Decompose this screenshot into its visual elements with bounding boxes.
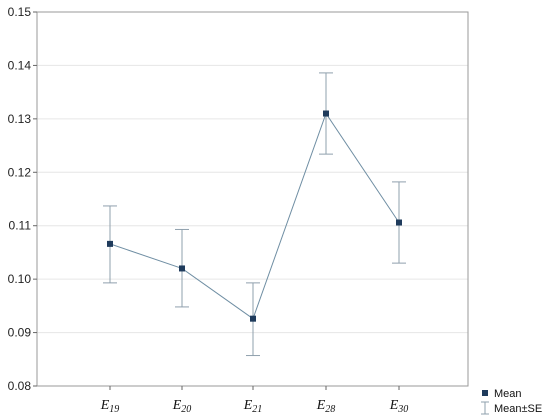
x-tick-label: E20 <box>172 398 192 415</box>
x-tick-label-subscript: 21 <box>252 404 262 415</box>
y-tick-label: 0.11 <box>9 219 32 233</box>
mean-point <box>250 315 256 322</box>
x-tick-label-base: E <box>100 398 110 413</box>
x-tick-label: E30 <box>389 398 409 415</box>
x-tick-label-subscript: 20 <box>181 404 191 415</box>
legend-se-label: Mean±SE <box>494 403 542 415</box>
y-axis: 0.08 0.09 0.10 0.11 0.12 0.13 0.14 0.15 <box>8 5 37 393</box>
y-tick-label: 0.10 <box>8 272 32 286</box>
x-tick-label-subscript: 19 <box>109 404 119 415</box>
gridlines <box>37 11 468 387</box>
x-tick-label: E19 <box>100 398 120 415</box>
mean-line <box>109 112 400 320</box>
x-tick-label-subscript: 28 <box>325 404 335 415</box>
x-tick-label-base: E <box>316 398 326 413</box>
y-tick-label: 0.08 <box>8 379 32 393</box>
y-tick-label: 0.12 <box>8 165 32 179</box>
legend-mean-label: Mean <box>494 388 522 400</box>
y-tick-label: 0.14 <box>8 58 32 72</box>
mean-point <box>323 110 329 117</box>
mean-point <box>396 219 402 226</box>
legend-mean-marker <box>482 390 488 396</box>
legend: Mean Mean±SE <box>481 388 542 415</box>
x-tick-label-base: E <box>243 398 253 413</box>
y-tick-label: 0.09 <box>8 326 32 340</box>
x-tick-label-base: E <box>172 398 182 413</box>
y-tick-label: 0.15 <box>8 5 32 19</box>
y-tick-label: 0.13 <box>8 112 32 126</box>
mean-point <box>107 240 113 247</box>
x-tick-label-base: E <box>389 398 399 413</box>
x-tick-label: E28 <box>316 398 336 415</box>
x-axis: E19 E20 E21 E28 E30 <box>100 386 409 415</box>
x-tick-label: E21 <box>243 398 263 415</box>
mean-point <box>179 265 185 272</box>
series-mean <box>103 72 406 357</box>
x-tick-label-subscript: 30 <box>397 404 408 415</box>
